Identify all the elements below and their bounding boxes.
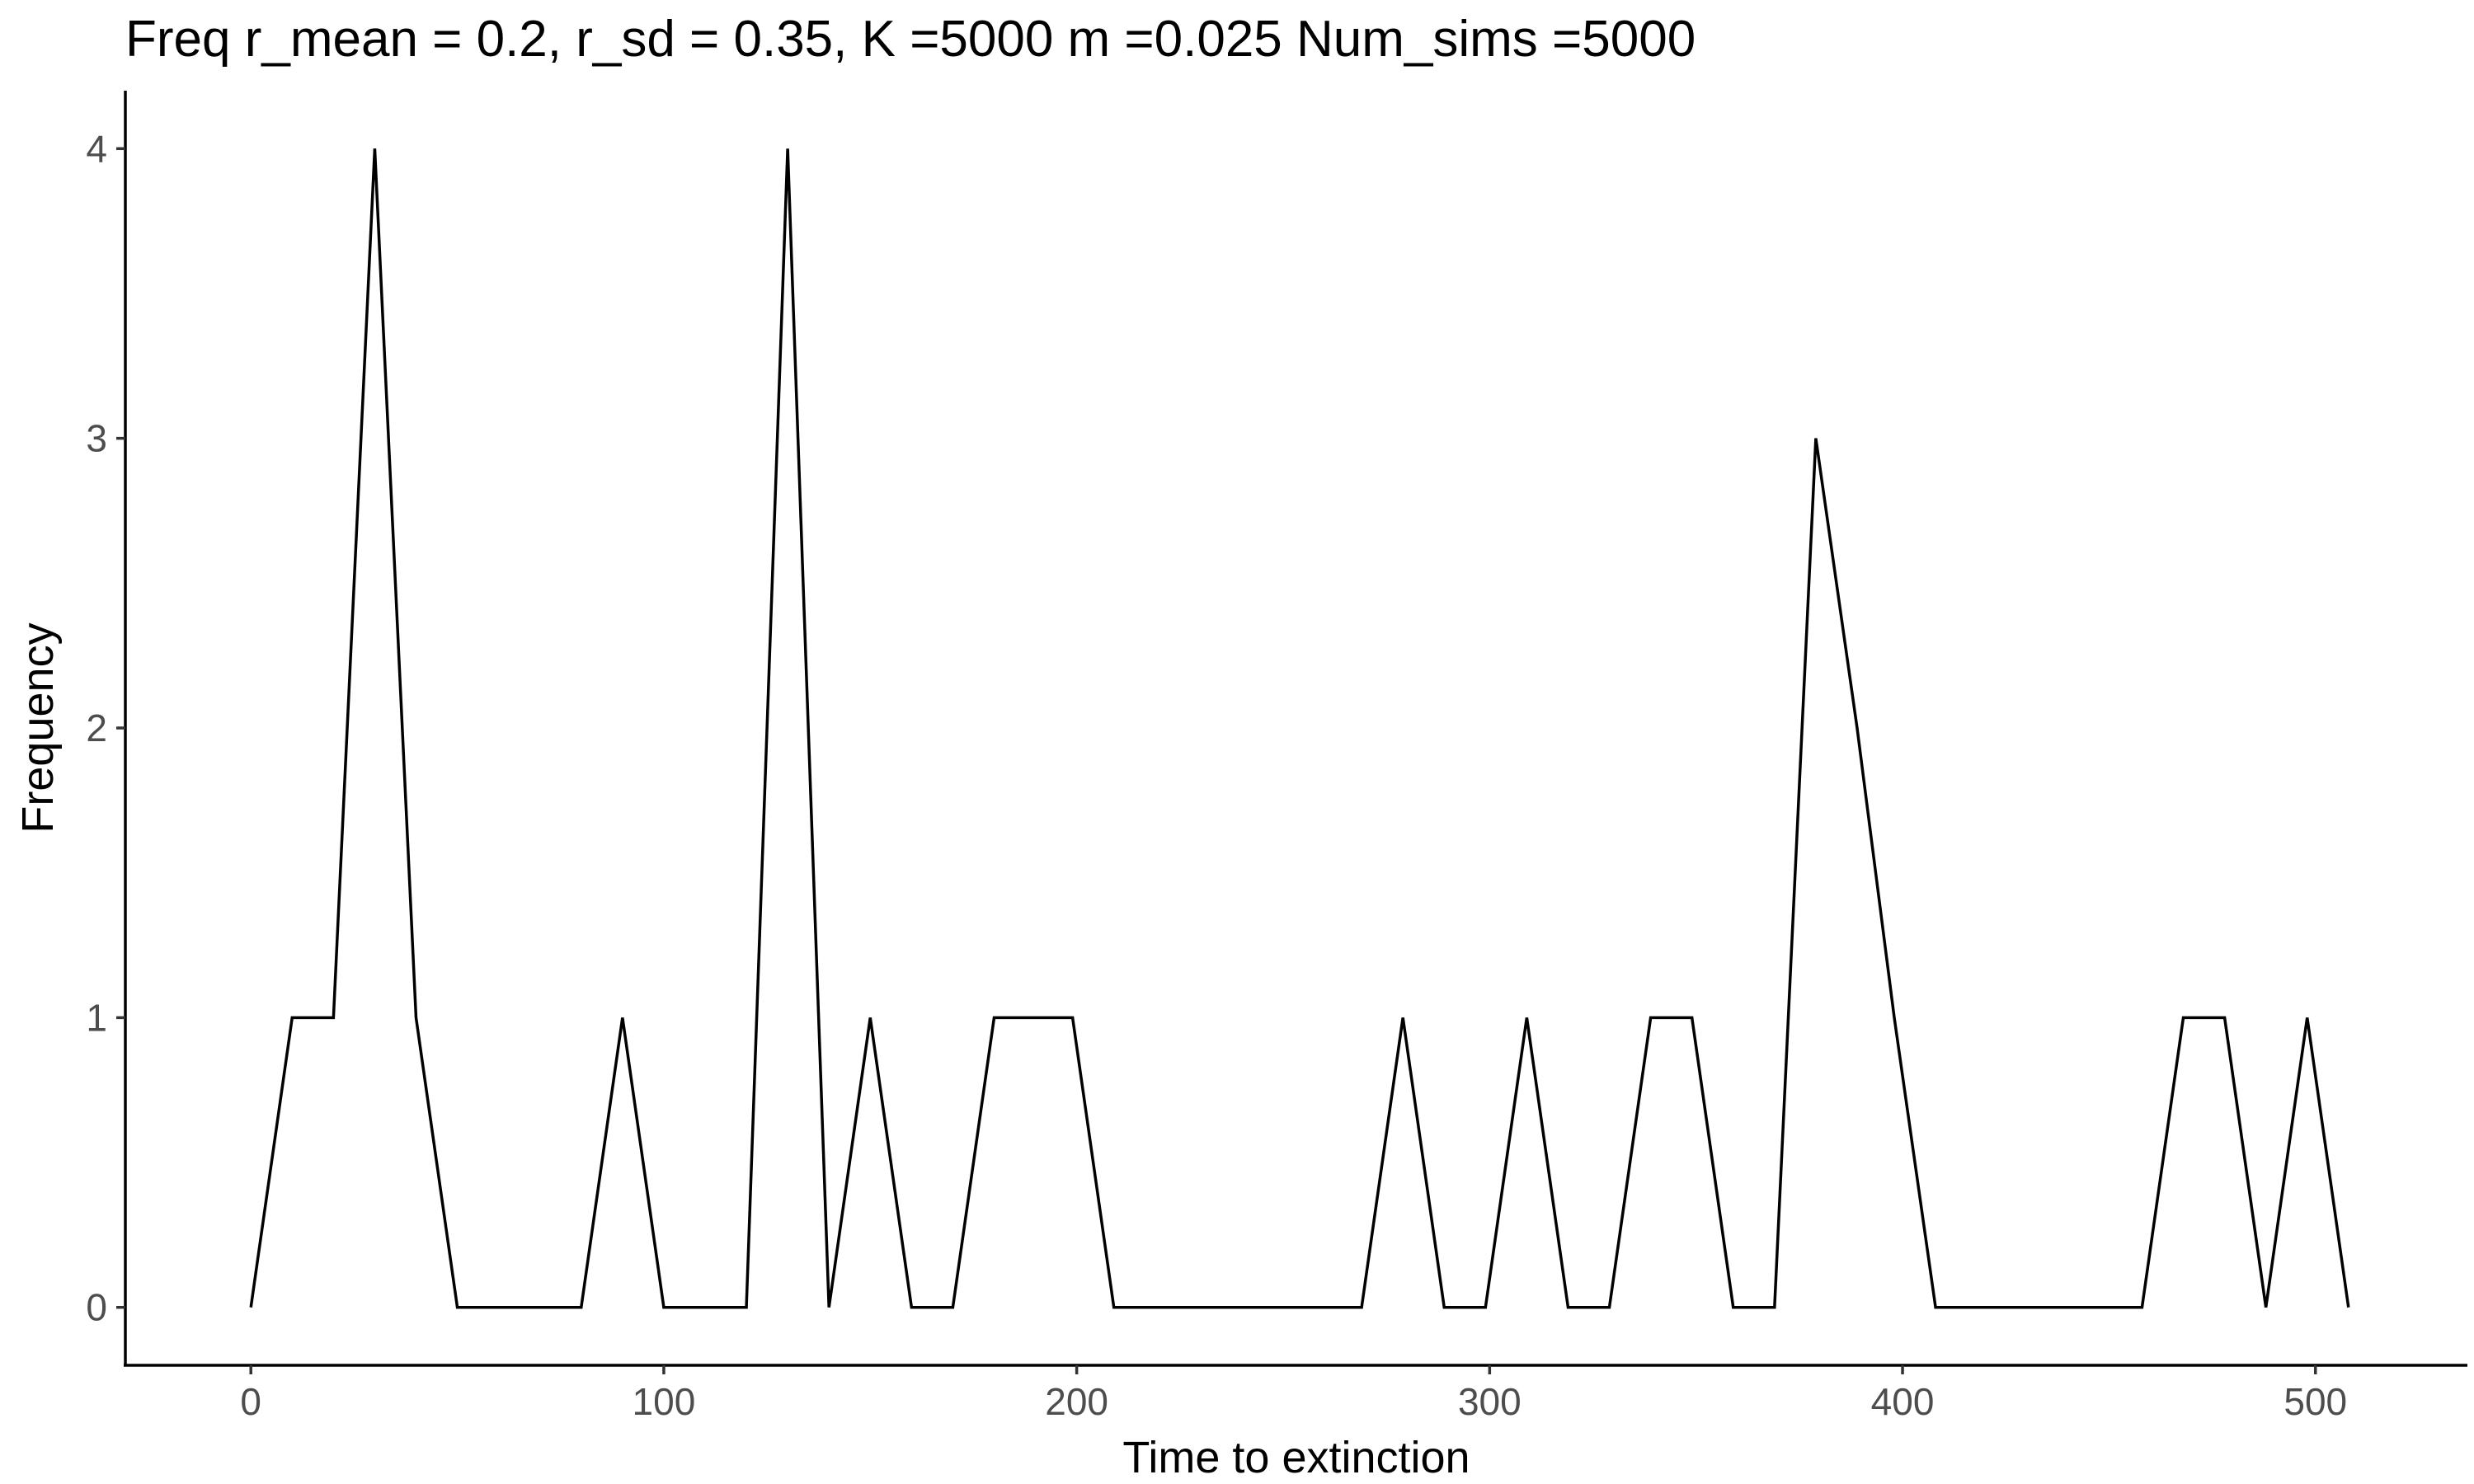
y-axis-ticks: 0 1 2 3 4: [86, 127, 125, 1329]
y-tick-label: 4: [86, 127, 107, 170]
y-tick-label: 3: [86, 417, 107, 460]
x-axis-label: Time to extinction: [1122, 1433, 1470, 1482]
x-tick-label: 500: [2284, 1380, 2347, 1423]
x-tick-label: 200: [1045, 1380, 1108, 1423]
frequency-line: [249, 148, 2350, 1309]
x-tick-label: 100: [633, 1380, 696, 1423]
x-tick-label: 300: [1458, 1380, 1522, 1423]
x-tick-label: 0: [240, 1380, 261, 1423]
y-tick-label: 0: [86, 1286, 107, 1329]
chart-title: Freq r_mean = 0.2, r_sd = 0.35, K =5000 …: [125, 11, 1696, 68]
y-tick-label: 2: [86, 707, 107, 749]
plot-area: 0 1 2 3 4 0 100 200 300 400 500: [86, 91, 2467, 1423]
y-tick-label: 1: [86, 996, 107, 1039]
x-axis-ticks: 0 100 200 300 400 500: [240, 1365, 2347, 1423]
x-tick-label: 400: [1871, 1380, 1935, 1423]
y-axis-label: Frequency: [13, 622, 63, 833]
